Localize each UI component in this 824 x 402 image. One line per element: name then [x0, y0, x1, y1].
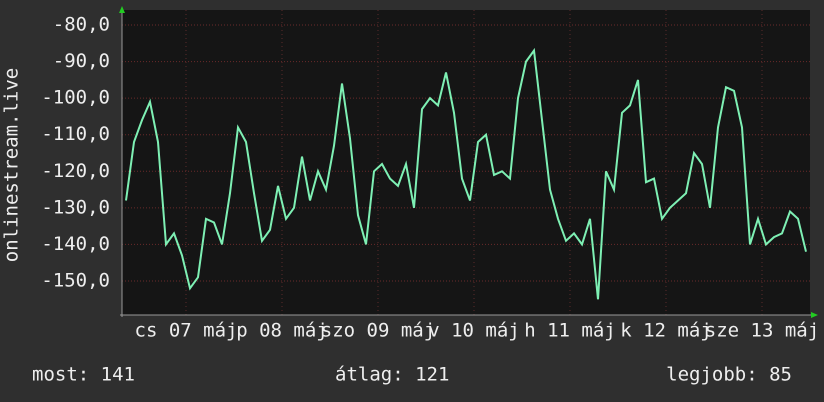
y-tick-label: -100,0: [41, 87, 110, 109]
grid: [122, 10, 810, 315]
line: [125, 47, 807, 300]
series: [125, 47, 807, 300]
y-tick-label: -140,0: [41, 233, 110, 255]
x-tick-label: szo 09 máj: [321, 320, 435, 342]
plot-area: [122, 10, 810, 315]
x-tick-label: cs 07 máj: [135, 320, 238, 342]
footer-best: legjobb: 85: [666, 364, 792, 386]
x-tick-label: p 08 máj: [236, 320, 328, 342]
x-tick-label: h 11 máj: [524, 320, 616, 342]
y-tick-label: -110,0: [41, 123, 110, 145]
x-tick-label: sze 13 máj: [705, 320, 819, 342]
axis-arrow: [811, 312, 818, 318]
y-tick-label: -130,0: [41, 196, 110, 218]
y-tick-label: -90,0: [53, 50, 110, 72]
y-tick-label: -120,0: [41, 160, 110, 182]
x-tick-label: k 12 máj: [620, 320, 712, 342]
footer-average: átlag: 121: [335, 364, 449, 386]
y-tick-label: -150,0: [41, 269, 110, 291]
y-axis-label: onlinestream.live: [1, 68, 23, 262]
axis-arrow: [119, 6, 125, 13]
x-tick-label: v 10 máj: [428, 320, 520, 342]
y-tick-label: -80,0: [53, 13, 110, 35]
footer-current: most: 141: [32, 364, 135, 386]
